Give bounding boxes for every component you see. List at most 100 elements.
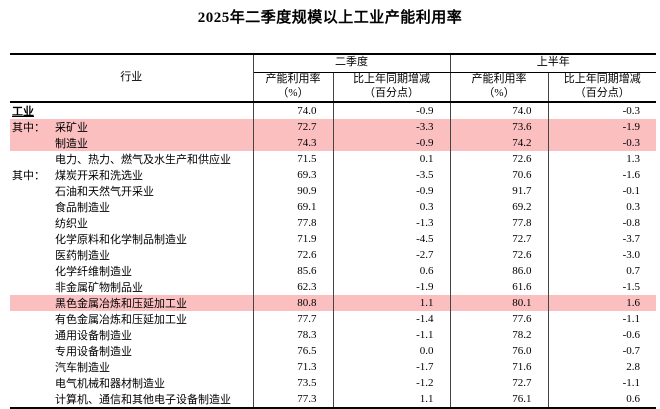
q2-rate-cell: 74.3 xyxy=(253,135,334,151)
q2-change-cell: 1.1 xyxy=(333,391,451,408)
industry-cell: 通用设备制造业 xyxy=(10,327,254,343)
industry-prefix: 其中： xyxy=(12,122,45,134)
h1-rate-cell: 70.6 xyxy=(450,167,549,183)
h1-change-cell: -1.9 xyxy=(548,119,656,135)
industry-name: 黑色金属冶炼和压延加工业 xyxy=(55,298,187,310)
industry-name: 采矿业 xyxy=(55,122,88,134)
h1-change-cell: -1.1 xyxy=(622,377,640,389)
q2-rate-cell: 71.3 xyxy=(253,359,334,375)
h1-rate-cell: 71.6 xyxy=(450,359,549,375)
header-q2-rate: 产能利用率 （%） xyxy=(253,72,334,102)
h1-change-cell: -1.6 xyxy=(622,169,640,181)
q2-rate-cell: 71.5 xyxy=(253,151,334,167)
industry-name: 电力、热力、燃气及水生产和供应业 xyxy=(55,154,231,166)
q2-change-cell: -2.7 xyxy=(333,247,451,263)
table-row: 黑色金属冶炼和压延加工业 80.8 1.1 80.1 1.6 xyxy=(10,295,656,311)
table-row: 电气机械和器材制造业 73.5 -1.2 72.7 -1.1 xyxy=(10,375,656,391)
q2-change-cell: 0.0 xyxy=(333,343,451,359)
h1-change-cell: -0.3 xyxy=(622,105,640,117)
h1-rate-cell: 72.7 xyxy=(450,231,549,247)
header-q2-change: 比上年同期增减 （百分点） xyxy=(333,72,451,102)
q2-change-cell: 0.1 xyxy=(333,151,451,167)
industry-cell: 其中： 采矿业 xyxy=(10,119,254,135)
q2-rate-cell: 72.7 xyxy=(253,119,334,135)
table-row: 化学纤维制造业 85.6 0.6 86.0 0.7 xyxy=(10,263,656,279)
h1-change-cell: 1.6 xyxy=(548,295,656,311)
industry-name: 汽车制造业 xyxy=(55,362,110,374)
table-body: 工业 74.0 -0.9 74.0 -0.3 其中： 采矿业 72.7 -3.3 … xyxy=(10,102,656,408)
industry-cell: 电力、热力、燃气及水生产和供应业 xyxy=(10,151,254,167)
q2-change-cell: -1.1 xyxy=(333,327,451,343)
h1-change-cell: -0.6 xyxy=(622,329,640,341)
q2-rate-cell: 77.7 xyxy=(253,311,334,327)
q2-change-cell: -0.9 xyxy=(333,102,451,119)
header-h1-group: 上半年 xyxy=(450,54,656,73)
industry-name[interactable]: 工业 xyxy=(12,106,34,118)
table-header: 行业 二季度 上半年 产能利用率 （%） 比上年同期增减 （百分点） 产能利用率 （%… xyxy=(10,54,656,102)
table-row: 汽车制造业 71.3 -1.7 71.6 2.8 xyxy=(10,359,656,375)
q2-change-cell: -4.5 xyxy=(333,231,451,247)
h1-rate-cell: 72.6 xyxy=(450,247,549,263)
industry-name: 化学纤维制造业 xyxy=(55,266,132,278)
industry-cell: 食品制造业 xyxy=(10,199,254,215)
table-row: 工业 74.0 -0.9 74.0 -0.3 xyxy=(10,102,656,119)
h1-change-cell: -0.1 xyxy=(622,185,640,197)
h1-rate-cell: 91.7 xyxy=(450,183,549,199)
page-title: 2025年二季度规模以上工业产能利用率 xyxy=(197,10,463,26)
industry-cell: 石油和天然气开采业 xyxy=(10,183,254,199)
h1-change-cell: 0.6 xyxy=(626,393,640,405)
table-row: 通用设备制造业 78.3 -1.1 78.2 -0.6 xyxy=(10,327,656,343)
q2-change-cell: -3.5 xyxy=(333,167,451,183)
table-row: 电力、热力、燃气及水生产和供应业 71.5 0.1 72.6 1.3 xyxy=(10,151,656,167)
q2-change-cell: -0.9 xyxy=(333,135,451,151)
q2-change-cell: 0.3 xyxy=(333,199,451,215)
h1-change-cell: 0.7 xyxy=(626,265,640,277)
header-industry: 行业 xyxy=(10,54,254,102)
industry-name: 专用设备制造业 xyxy=(55,346,132,358)
q2-change-cell: 1.1 xyxy=(333,295,451,311)
table-row: 制造业 74.3 -0.9 74.2 -0.3 xyxy=(10,135,656,151)
q2-rate-cell: 80.8 xyxy=(253,295,334,311)
industry-name: 医药制造业 xyxy=(55,250,110,262)
q2-rate-cell: 69.3 xyxy=(253,167,334,183)
industry-cell: 工业 xyxy=(10,102,254,119)
q2-rate-cell: 74.0 xyxy=(253,102,334,119)
industry-cell: 其中： 煤炭开采和洗选业 xyxy=(10,167,254,183)
q2-change-cell: -1.3 xyxy=(333,215,451,231)
h1-change-cell: -1.5 xyxy=(622,281,640,293)
h1-rate-cell: 61.6 xyxy=(450,279,549,295)
h1-rate-cell: 73.6 xyxy=(450,119,549,135)
h1-rate-cell: 76.0 xyxy=(450,343,549,359)
q2-rate-cell: 69.1 xyxy=(253,199,334,215)
industry-prefix: 其中： xyxy=(12,170,45,182)
table-row: 其中： 采矿业 72.7 -3.3 73.6 -1.9 xyxy=(10,119,656,135)
header-h1-rate: 产能利用率 （%） xyxy=(450,72,549,102)
h1-change-cell: -0.7 xyxy=(622,345,640,357)
h1-change-cell: -0.3 xyxy=(548,135,656,151)
q2-rate-cell: 71.9 xyxy=(253,231,334,247)
industry-name: 通用设备制造业 xyxy=(55,330,132,342)
h1-rate-cell: 74.0 xyxy=(450,102,549,119)
q2-rate-cell: 77.3 xyxy=(253,391,334,408)
table-row: 计算机、通信和其他电子设备制造业 77.3 1.1 76.1 0.6 xyxy=(10,391,656,408)
industry-cell: 电气机械和器材制造业 xyxy=(10,375,254,391)
h1-change-cell: 1.3 xyxy=(626,153,640,165)
industry-cell: 非金属矿物制品业 xyxy=(10,279,254,295)
h1-change-cell: 0.3 xyxy=(626,201,640,213)
h1-change-cell: -3.7 xyxy=(622,233,640,245)
industry-cell: 黑色金属冶炼和压延加工业 xyxy=(10,295,254,311)
table-row: 石油和天然气开采业 90.9 -0.9 91.7 -0.1 xyxy=(10,183,656,199)
industry-cell: 专用设备制造业 xyxy=(10,343,254,359)
industry-cell: 化学纤维制造业 xyxy=(10,263,254,279)
industry-name: 计算机、通信和其他电子设备制造业 xyxy=(55,394,231,406)
h1-change-cell: 2.8 xyxy=(626,361,640,373)
q2-rate-cell: 90.9 xyxy=(253,183,334,199)
header-q2-group: 二季度 xyxy=(253,54,451,73)
q2-change-cell: 0.6 xyxy=(333,263,451,279)
h1-change-cell: -1.1 xyxy=(622,313,640,325)
industry-cell: 汽车制造业 xyxy=(10,359,254,375)
q2-change-cell: -1.2 xyxy=(333,375,451,391)
table-row: 医药制造业 72.6 -2.7 72.6 -3.0 xyxy=(10,247,656,263)
table-row: 纺织业 77.8 -1.3 77.8 -0.8 xyxy=(10,215,656,231)
industry-name: 煤炭开采和洗选业 xyxy=(55,170,143,182)
